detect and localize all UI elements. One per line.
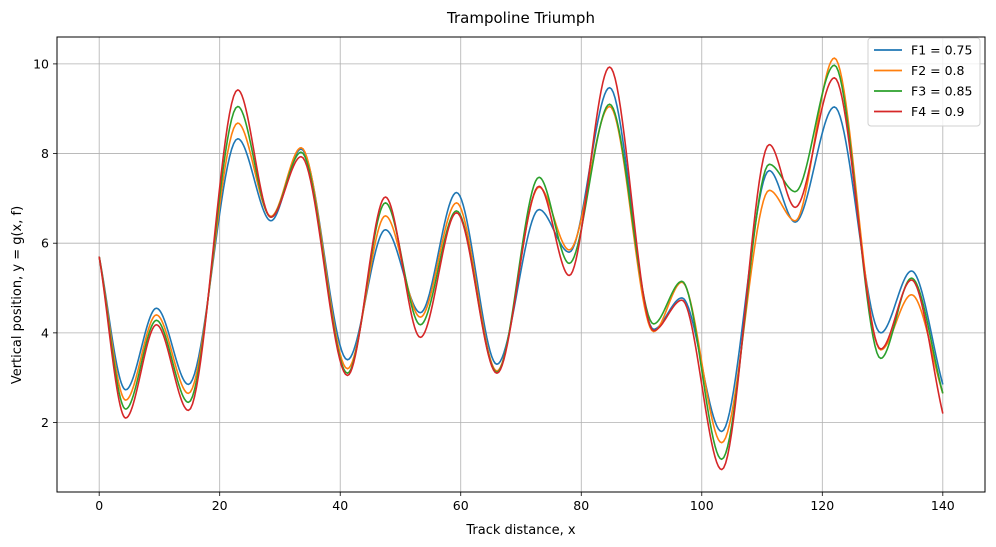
y-tick-label: 6 bbox=[41, 236, 49, 251]
y-tick-label: 8 bbox=[41, 146, 49, 161]
y-tick-label: 4 bbox=[41, 325, 49, 340]
y-tick-label: 10 bbox=[33, 56, 49, 71]
x-tick-label: 40 bbox=[332, 498, 348, 513]
x-axis-label: Track distance, x bbox=[465, 523, 575, 538]
y-axis-label: Vertical position, y = g(x, f) bbox=[10, 206, 25, 384]
x-tick-label: 20 bbox=[212, 498, 228, 513]
x-tick-label: 80 bbox=[573, 498, 589, 513]
x-tick-label: 140 bbox=[931, 498, 955, 513]
y-tick-label: 2 bbox=[41, 415, 49, 430]
series-line-4 bbox=[98, 66, 944, 471]
axis-ticks: 0 20 40 60 80 100 120 140 2 4 6 8 10 bbox=[33, 56, 955, 513]
plot-frame bbox=[56, 36, 986, 493]
legend-box bbox=[867, 37, 981, 127]
legend: F1 = 0.75 F2 = 0.8 F3 = 0.85 F4 = 0.9 bbox=[867, 37, 981, 127]
series-line-1 bbox=[98, 86, 944, 433]
x-tick-label: 100 bbox=[690, 498, 714, 513]
series-lines bbox=[98, 57, 944, 471]
legend-label-3: F3 = 0.85 bbox=[911, 84, 972, 99]
x-tick-label: 60 bbox=[453, 498, 469, 513]
legend-label-2: F2 = 0.8 bbox=[911, 63, 964, 78]
x-tick-label: 120 bbox=[810, 498, 834, 513]
chart-title: Trampoline Triumph bbox=[446, 9, 595, 27]
legend-label-4: F4 = 0.9 bbox=[911, 104, 964, 119]
legend-label-1: F1 = 0.75 bbox=[911, 43, 972, 58]
x-tick-label: 0 bbox=[95, 498, 103, 513]
